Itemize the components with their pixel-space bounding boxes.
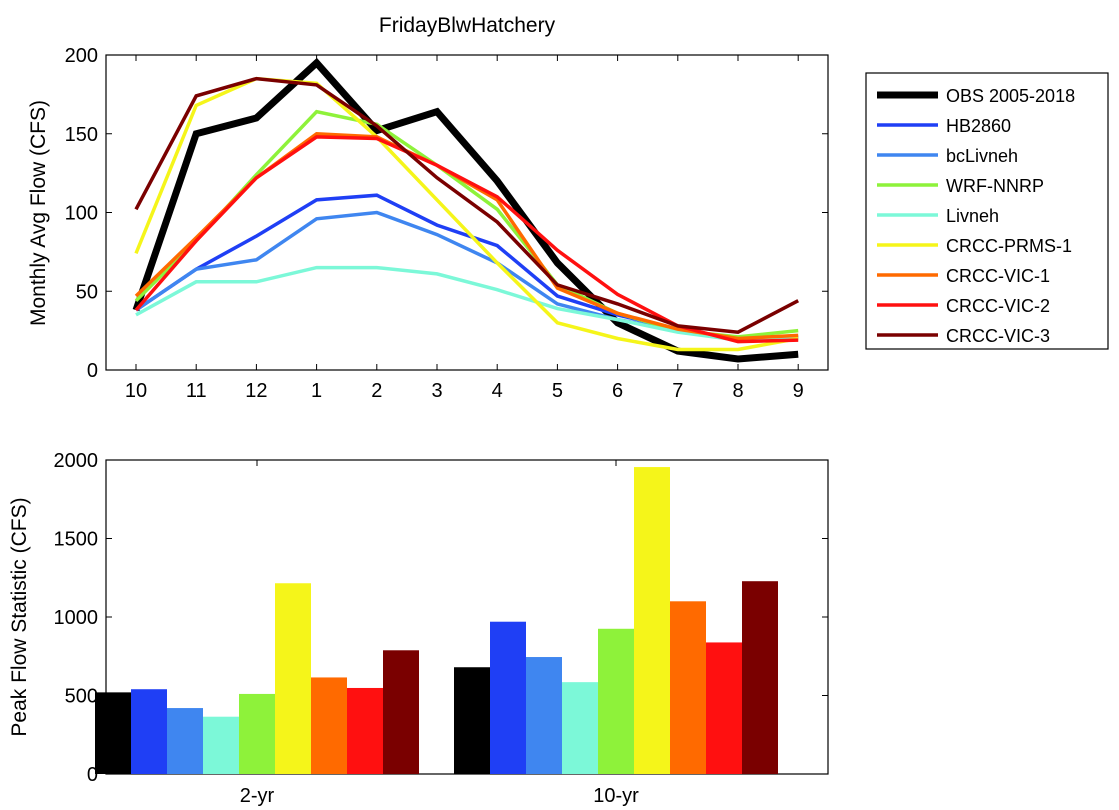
y-tick-label: 1500 (54, 529, 99, 551)
legend-box (865, 72, 1109, 350)
y-tick-label: 2000 (54, 450, 99, 472)
x-tick-label: 10 (125, 380, 147, 402)
x-tick-label: 1 (311, 380, 322, 402)
y-tick-label: 200 (65, 45, 98, 67)
bar (562, 682, 598, 774)
y-tick-label: 0 (87, 360, 98, 382)
legend-label: Livneh (946, 206, 999, 226)
x-tick-label: 3 (431, 380, 442, 402)
bar (706, 642, 742, 774)
bar (95, 692, 131, 774)
x-tick-label: 6 (612, 380, 623, 402)
bar (311, 677, 347, 774)
bar (347, 687, 383, 774)
bar-chart-ylabel: Peak Flow Statistic (CFS) (8, 497, 31, 736)
y-tick-label: 150 (65, 124, 98, 146)
bar (598, 628, 634, 774)
x-tick-label: 7 (672, 380, 683, 402)
x-tick-label: 2-yr (240, 785, 275, 807)
bar (131, 689, 167, 774)
bar (490, 621, 526, 774)
bar (203, 716, 239, 774)
y-tick-label: 500 (65, 686, 98, 708)
bar (239, 693, 275, 774)
legend-label: CRCC-VIC-2 (946, 296, 1050, 316)
legend-label: bcLivneh (946, 146, 1018, 166)
x-tick-label: 2 (371, 380, 382, 402)
bar (742, 581, 778, 774)
bar (454, 667, 490, 774)
x-tick-label: 9 (793, 380, 804, 402)
bar (383, 650, 419, 774)
legend-label: CRCC-VIC-3 (946, 326, 1050, 346)
legend-label: CRCC-VIC-1 (946, 266, 1050, 286)
series-line (134, 76, 799, 352)
x-tick-label: 12 (245, 380, 267, 402)
series-line (132, 57, 799, 363)
series-line (134, 76, 800, 334)
bar (526, 657, 562, 774)
x-tick-label: 11 (186, 380, 207, 402)
bar (670, 601, 706, 774)
line-chart-ylabel: Monthly Avg Flow (CFS) (27, 100, 50, 326)
legend-label: HB2860 (946, 116, 1011, 136)
line-chart-plot-frame (105, 54, 829, 371)
y-tick-label: 1000 (54, 607, 99, 629)
legend-label: CRCC-PRMS-1 (946, 236, 1072, 256)
bar (167, 708, 203, 774)
series-line (135, 193, 799, 342)
series-line (135, 265, 799, 342)
bar (634, 467, 670, 774)
y-tick-label: 100 (65, 203, 98, 225)
y-tick-label: 50 (76, 281, 98, 303)
x-tick-label: 5 (552, 380, 563, 402)
x-tick-label: 10-yr (593, 785, 639, 807)
y-tick-label: 0 (87, 764, 98, 786)
bar (275, 583, 311, 774)
x-tick-label: 4 (492, 380, 503, 402)
series-line (134, 135, 799, 344)
legend-label: WRF-NNRP (946, 176, 1044, 196)
legend-label: OBS 2005-2018 (946, 86, 1075, 106)
chart-title: FridayBlwHatchery (379, 14, 556, 37)
x-tick-label: 8 (732, 380, 743, 402)
